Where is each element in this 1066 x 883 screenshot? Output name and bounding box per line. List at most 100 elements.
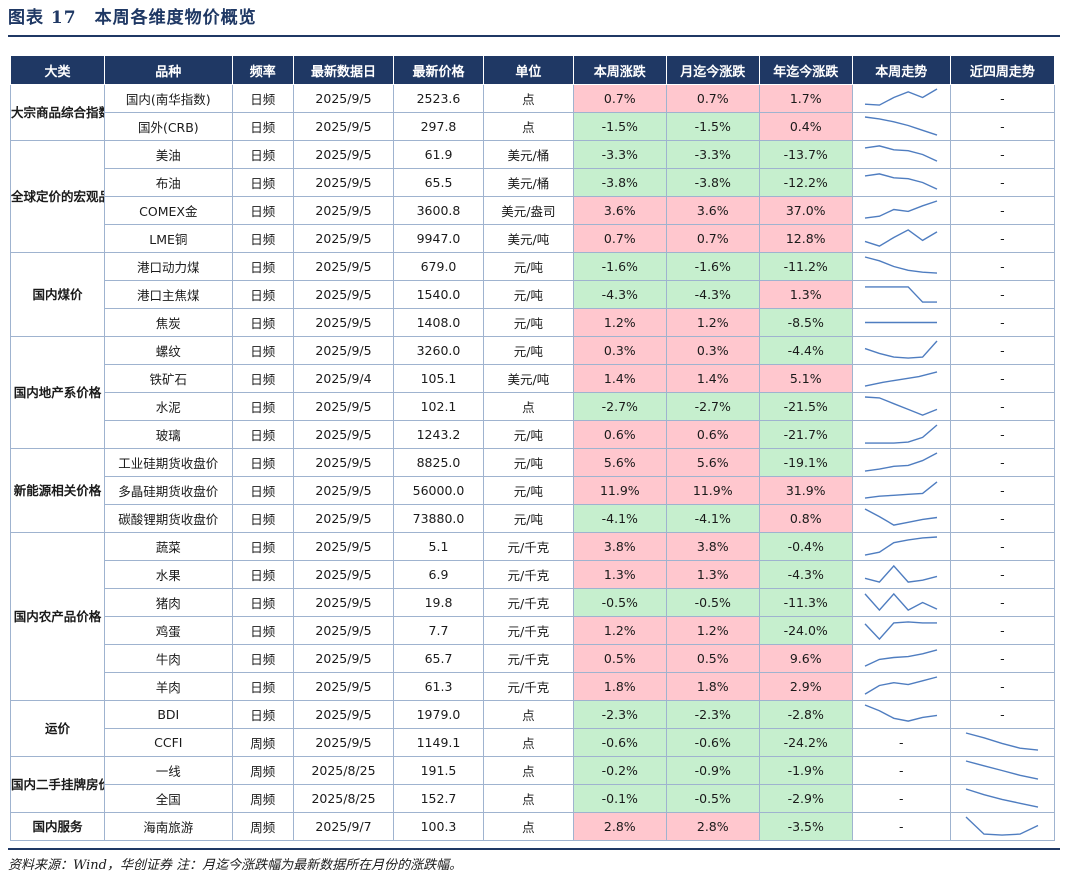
- ytd-change: -12.2%: [758, 168, 853, 197]
- latest-price: 152.7: [393, 784, 484, 813]
- category-cell: 国内农产品价格: [10, 532, 105, 701]
- source-note: 资料来源：Wind，华创证券 注：月迄今涨跌幅为最新数据所在月份的涨跌幅。: [8, 858, 463, 873]
- four-week-trend: -: [949, 280, 1056, 309]
- week-trend-sparkline: [865, 88, 938, 106]
- ytd-change: 2.9%: [758, 672, 853, 701]
- item-name: 鸡蛋: [103, 616, 233, 645]
- latest-price: 8825.0: [393, 448, 484, 477]
- four-week-trend: -: [949, 84, 1056, 113]
- latest-price: 65.7: [393, 644, 484, 673]
- week-change: 1.2%: [572, 616, 667, 645]
- item-name: 海南旅游: [103, 812, 233, 841]
- unit: 美元/盎司: [482, 196, 574, 225]
- mtd-change: 1.8%: [665, 672, 760, 701]
- unit: 点: [482, 756, 574, 785]
- table-row: 港口主焦煤 日频 2025/9/5 1540.0 元/吨 -4.3% -4.3% 1.3% -: [11, 280, 1056, 309]
- mtd-change: 3.8%: [665, 532, 760, 561]
- frequency: 日频: [231, 364, 294, 393]
- week-trend-sparkline: [865, 173, 938, 190]
- week-trend: [851, 532, 951, 561]
- latest-price: 105.1: [393, 364, 484, 393]
- table-header-row: 大类 品种 频率 最新数据日 最新价格 单位 本周涨跌 月迄今涨跌 年迄今涨跌 …: [10, 55, 1056, 85]
- item-name: 铁矿石: [103, 364, 233, 393]
- latest-price: 1979.0: [393, 700, 484, 729]
- four-week-trend: -: [949, 588, 1056, 617]
- title-divider: [8, 35, 1060, 37]
- header-unit: 单位: [482, 55, 574, 85]
- ytd-change: -24.0%: [758, 616, 853, 645]
- sparkline-path: [864, 592, 938, 612]
- ytd-change: -4.3%: [758, 560, 853, 589]
- four-week-trend: -: [949, 168, 1056, 197]
- week-change: -4.3%: [572, 280, 667, 309]
- ytd-change: 12.8%: [758, 224, 853, 253]
- header-category: 大类: [10, 55, 105, 85]
- latest-price: 9947.0: [393, 224, 484, 253]
- week-change: -2.3%: [572, 700, 667, 729]
- week-trend: [851, 616, 951, 645]
- table-row: 玻璃 日频 2025/9/5 1243.2 元/吨 0.6% 0.6% -21.7% -: [11, 420, 1056, 449]
- week-change: -0.5%: [572, 588, 667, 617]
- week-trend: [851, 672, 951, 701]
- mtd-change: 0.7%: [665, 84, 760, 113]
- week-change: 3.6%: [572, 196, 667, 225]
- four-week-trend: -: [949, 700, 1056, 729]
- frequency: 周频: [231, 812, 294, 841]
- frequency: 日频: [231, 196, 294, 225]
- latest-price: 19.8: [393, 588, 484, 617]
- latest-date: 2025/9/5: [292, 84, 395, 113]
- latest-price: 1149.1: [393, 728, 484, 757]
- mtd-change: 11.9%: [665, 476, 760, 505]
- week-trend-sparkline: [864, 508, 938, 526]
- item-name: 国外(CRB): [103, 112, 233, 141]
- table-row: 羊肉 日频 2025/9/5 61.3 元/千克 1.8% 1.8% 2.9% -: [11, 672, 1056, 701]
- week-change: 0.3%: [572, 336, 667, 365]
- week-trend-sparkline: [865, 200, 938, 219]
- sparkline-path: [864, 508, 938, 526]
- unit: 点: [482, 700, 574, 729]
- latest-date: 2025/9/4: [292, 364, 395, 393]
- four-week-trend: [949, 784, 1056, 813]
- latest-price: 1540.0: [393, 280, 484, 309]
- four-week-trend-sparkline: [966, 788, 1039, 808]
- week-trend: [851, 392, 951, 421]
- four-week-trend: -: [949, 364, 1056, 393]
- latest-date: 2025/9/5: [292, 392, 395, 421]
- item-name: 焦炭: [103, 308, 233, 337]
- mtd-change: -0.9%: [665, 756, 760, 785]
- latest-date: 2025/9/5: [292, 476, 395, 505]
- header-week-trend: 本周走势: [851, 55, 951, 85]
- mtd-change: 3.6%: [665, 196, 760, 225]
- latest-price: 6.9: [393, 560, 484, 589]
- week-trend: [851, 308, 951, 337]
- category-cell: 运价: [10, 700, 105, 757]
- item-name: 一线: [103, 756, 233, 785]
- table-row: COMEX金 日频 2025/9/5 3600.8 美元/盎司 3.6% 3.6% 37.0%…: [11, 196, 1056, 225]
- frequency: 日频: [231, 252, 294, 281]
- frequency: 日频: [231, 448, 294, 477]
- latest-price: 3260.0: [393, 336, 484, 365]
- ytd-change: -2.8%: [758, 700, 853, 729]
- category-cell: 国内服务: [10, 812, 105, 841]
- item-name: BDI: [103, 700, 233, 729]
- frequency: 日频: [231, 672, 294, 701]
- latest-date: 2025/9/5: [292, 588, 395, 617]
- latest-price: 7.7: [393, 616, 484, 645]
- ytd-change: -3.5%: [758, 812, 853, 841]
- four-week-trend: [949, 812, 1056, 841]
- table-row: 水泥 日频 2025/9/5 102.1 点 -2.7% -2.7% -21.5% -: [11, 392, 1056, 421]
- latest-date: 2025/9/5: [292, 224, 395, 253]
- ytd-change: -8.5%: [758, 308, 853, 337]
- week-trend: [851, 140, 951, 169]
- week-trend-sparkline: [865, 536, 938, 556]
- price-overview-table: 大类 品种 频率 最新数据日 最新价格 单位 本周涨跌 月迄今涨跌 年迄今涨跌 …: [10, 55, 1056, 841]
- sparkline-path: [966, 732, 1039, 751]
- frequency: 日频: [231, 644, 294, 673]
- four-week-trend-sparkline: [965, 816, 1039, 836]
- mtd-change: -2.3%: [665, 700, 760, 729]
- item-name: CCFI: [103, 728, 233, 757]
- unit: 元/吨: [482, 448, 574, 477]
- frequency: 日频: [231, 308, 294, 337]
- category-cell: 国内煤价: [10, 252, 105, 337]
- ytd-change: -21.5%: [758, 392, 853, 421]
